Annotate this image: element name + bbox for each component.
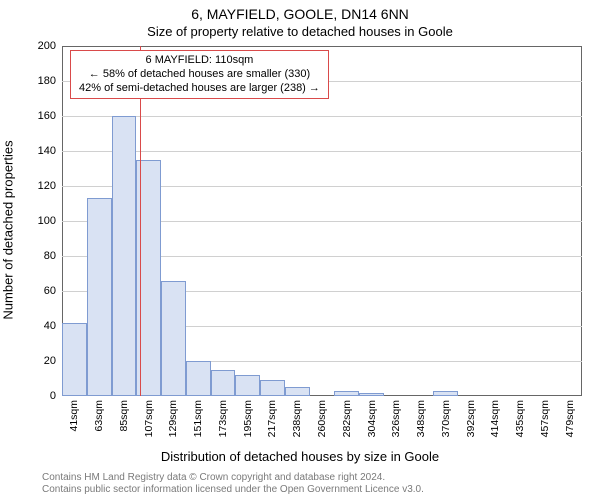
x-tick-label: 85sqm [118, 400, 130, 432]
x-tick-label: 348sqm [415, 400, 427, 437]
y-tick-label: 180 [38, 75, 62, 87]
chart-plot-area: 02040608010012014016018020041sqm63sqm85s… [62, 46, 582, 396]
chart-title-main: 6, MAYFIELD, GOOLE, DN14 6NN [0, 6, 600, 22]
histogram-bar [285, 387, 310, 396]
x-tick-label: 457sqm [539, 400, 551, 437]
footer-line-1: Contains HM Land Registry data © Crown c… [42, 472, 424, 484]
y-tick-label: 20 [44, 355, 62, 367]
y-tick-label: 80 [44, 250, 62, 262]
info-line-3: 42% of semi-detached houses are larger (… [79, 82, 320, 96]
x-tick-label: 479sqm [564, 400, 576, 437]
histogram-bar [235, 375, 260, 396]
x-tick-label: 304sqm [366, 400, 378, 437]
x-tick-label: 282sqm [341, 400, 353, 437]
y-tick-label: 160 [38, 110, 62, 122]
x-axis-label: Distribution of detached houses by size … [0, 449, 600, 464]
histogram-bar [87, 198, 112, 396]
histogram-bar [260, 380, 285, 396]
y-tick-label: 120 [38, 180, 62, 192]
x-tick-label: 129sqm [167, 400, 179, 437]
footer-line-2: Contains public sector information licen… [42, 484, 424, 496]
y-tick-label: 60 [44, 285, 62, 297]
histogram-bar [433, 391, 458, 396]
histogram-bar [62, 323, 87, 397]
y-tick-label: 0 [50, 390, 62, 402]
x-tick-label: 173sqm [217, 400, 229, 437]
x-tick-label: 217sqm [266, 400, 278, 437]
y-tick-label: 140 [38, 145, 62, 157]
x-tick-label: 151sqm [192, 400, 204, 437]
x-tick-label: 326sqm [390, 400, 402, 437]
histogram-bar [211, 370, 236, 396]
y-tick-label: 200 [38, 40, 62, 52]
x-tick-label: 414sqm [489, 400, 501, 437]
y-tick-label: 40 [44, 320, 62, 332]
chart-container: 6, MAYFIELD, GOOLE, DN14 6NN Size of pro… [0, 0, 600, 500]
x-tick-label: 238sqm [291, 400, 303, 437]
chart-title-sub: Size of property relative to detached ho… [0, 24, 600, 39]
histogram-bar [186, 361, 211, 396]
x-tick-label: 435sqm [514, 400, 526, 437]
x-tick-label: 195sqm [242, 400, 254, 437]
info-line-1: 6 MAYFIELD: 110sqm [79, 54, 320, 68]
histogram-bar [161, 281, 186, 397]
footer-attribution: Contains HM Land Registry data © Crown c… [42, 472, 424, 496]
y-axis-label: Number of detached properties [1, 140, 16, 319]
x-tick-label: 392sqm [465, 400, 477, 437]
x-tick-label: 41sqm [68, 400, 80, 432]
x-tick-label: 370sqm [440, 400, 452, 437]
histogram-bar [334, 391, 359, 396]
histogram-bar [359, 393, 384, 397]
x-tick-label: 63sqm [93, 400, 105, 432]
x-tick-label: 107sqm [143, 400, 155, 437]
info-line-2: ← 58% of detached houses are smaller (33… [79, 68, 320, 82]
histogram-bar [112, 116, 137, 396]
property-info-box: 6 MAYFIELD: 110sqm← 58% of detached hous… [70, 50, 329, 99]
x-tick-label: 260sqm [316, 400, 328, 437]
y-tick-label: 100 [38, 215, 62, 227]
